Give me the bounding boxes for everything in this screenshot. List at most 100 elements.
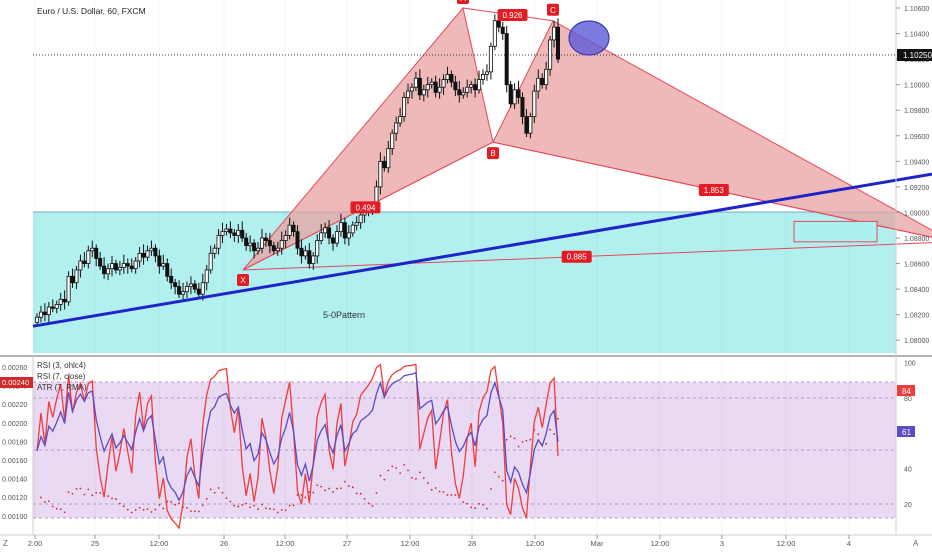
indicator-pane[interactable]: RSI (3, ohlc4) RSI (7, close) ATR (7, RM… bbox=[33, 357, 896, 535]
atr-dot bbox=[347, 485, 350, 487]
candle-up bbox=[200, 282, 205, 295]
candle-up bbox=[259, 237, 264, 249]
atr-dot bbox=[174, 503, 177, 506]
candle-down bbox=[98, 258, 103, 267]
atr-dot bbox=[316, 484, 319, 487]
candle-down bbox=[153, 247, 158, 257]
candle-up bbox=[429, 81, 434, 86]
candle-up bbox=[208, 252, 213, 271]
target-box[interactable] bbox=[793, 220, 878, 243]
candle-down bbox=[382, 160, 387, 169]
candle-up bbox=[315, 240, 320, 257]
atr-dot bbox=[209, 488, 212, 491]
atr-dot bbox=[111, 497, 113, 500]
candle-up bbox=[437, 86, 442, 93]
time-axis-corner-left[interactable]: Z bbox=[3, 539, 8, 548]
time-axis[interactable]: 2:00 25 12:00 26 12:00 27 12:00 28 12:00 Mar 12:00… bbox=[28, 535, 851, 548]
candle-down bbox=[496, 20, 501, 28]
candle-up bbox=[86, 250, 91, 264]
candle-up bbox=[469, 84, 474, 88]
atr-dot bbox=[359, 492, 362, 495]
candle-up bbox=[350, 224, 355, 234]
candle-down bbox=[516, 89, 521, 98]
atr-dot bbox=[411, 476, 413, 479]
candle-up bbox=[204, 269, 209, 284]
candle-up bbox=[409, 86, 414, 92]
atr-dot bbox=[340, 487, 342, 490]
atr-dot bbox=[434, 487, 437, 489]
price-axis[interactable]: 1.106001.104001.102001.100001.098001.096… bbox=[896, 6, 929, 345]
point-c-highlight-ellipse[interactable] bbox=[568, 20, 610, 56]
current-price-badge-bg bbox=[897, 49, 932, 61]
indicator-left-tick-label: 0.00200 bbox=[2, 421, 27, 428]
symbol-title: Euro / U.S. Dollar, 60, FXCM bbox=[37, 6, 146, 16]
legend-atr: ATR (7, RMA) bbox=[37, 383, 87, 392]
atr-dot bbox=[454, 494, 457, 496]
candle-up bbox=[66, 275, 71, 303]
atr-dot bbox=[221, 491, 224, 494]
candle-down bbox=[169, 275, 174, 284]
candle-up bbox=[46, 306, 51, 316]
candle-up bbox=[532, 90, 537, 118]
trendline[interactable] bbox=[32, 172, 932, 328]
candle-up bbox=[212, 247, 217, 254]
point-label-b: B bbox=[490, 149, 495, 158]
candle-up bbox=[106, 268, 111, 275]
indicator-left-axis[interactable]: 0.00260 0.00240 0.00220 0.00200 0.00180 0.001… bbox=[2, 365, 27, 521]
candle-down bbox=[504, 33, 509, 86]
candle-up bbox=[402, 97, 407, 118]
rsi-7-badge: 61 bbox=[902, 428, 911, 437]
candle-down bbox=[192, 283, 197, 290]
atr-dot bbox=[478, 502, 480, 505]
time-tick-label: 2:00 bbox=[28, 539, 43, 548]
candle-up bbox=[338, 222, 343, 233]
atr-dot bbox=[462, 501, 465, 504]
candle-up bbox=[303, 250, 308, 257]
candle-down bbox=[307, 250, 312, 264]
atr-dot bbox=[292, 504, 295, 507]
time-axis-corner-right[interactable]: A bbox=[913, 539, 919, 548]
candle-down bbox=[102, 265, 107, 275]
point-label-bg-a bbox=[457, 0, 469, 4]
candle-up bbox=[35, 316, 40, 323]
atr-dot bbox=[170, 500, 173, 503]
price-tick-label: 1.08400 bbox=[904, 287, 929, 294]
atr-dot bbox=[150, 511, 153, 513]
atr-dot bbox=[351, 486, 354, 489]
candle-up bbox=[323, 227, 328, 234]
atr-dot bbox=[55, 507, 58, 510]
candle-up bbox=[552, 26, 557, 41]
indicator-left-tick-label: 0.00100 bbox=[2, 514, 27, 521]
atr-dot bbox=[300, 494, 303, 496]
atr-dot bbox=[142, 508, 145, 511]
atr-dot bbox=[517, 445, 520, 448]
candle-up bbox=[319, 232, 324, 241]
atr-dot bbox=[387, 469, 390, 472]
indicator-left-tick-label: 0.00160 bbox=[2, 458, 27, 465]
price-tick-label: 1.09400 bbox=[904, 159, 929, 166]
candle-up bbox=[346, 232, 351, 239]
point-label-bg-c bbox=[547, 3, 559, 16]
price-tick-label: 1.09200 bbox=[904, 185, 929, 192]
candle-down bbox=[196, 288, 201, 295]
candle-down bbox=[252, 242, 257, 252]
atr-dot bbox=[446, 494, 449, 496]
atr-dot bbox=[261, 503, 263, 506]
rsi-3-badge: 84 bbox=[902, 387, 911, 396]
candle-up bbox=[386, 148, 391, 169]
candle-down bbox=[271, 245, 276, 252]
candle-up bbox=[421, 89, 426, 96]
atr-dot bbox=[355, 492, 358, 495]
point-label-x: X bbox=[240, 276, 246, 285]
atr-dot bbox=[399, 472, 402, 474]
point-label-c: C bbox=[550, 6, 556, 15]
atr-dot bbox=[438, 490, 441, 493]
point-label-bg-x bbox=[237, 273, 249, 286]
atr-dot bbox=[178, 502, 180, 505]
atr-dot bbox=[91, 494, 94, 497]
atr-dot bbox=[130, 511, 133, 514]
candle-up bbox=[390, 132, 395, 149]
